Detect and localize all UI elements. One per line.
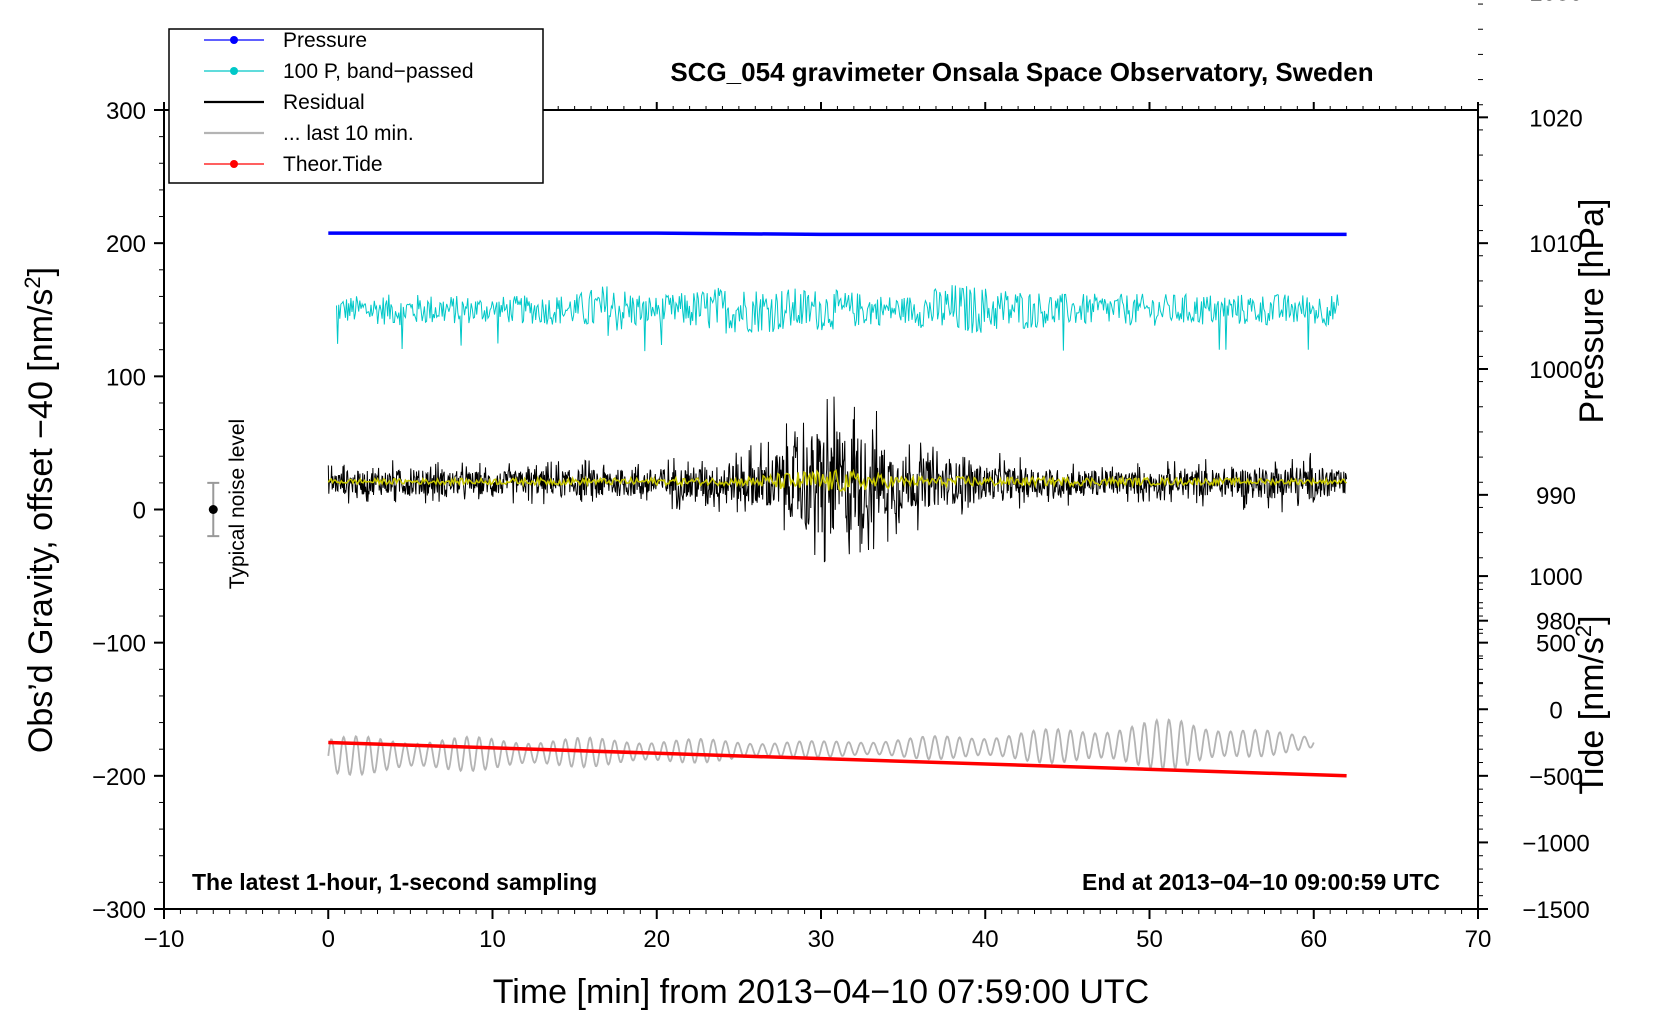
pressure-tick-label: 1010 (1529, 231, 1582, 258)
chart-title: SCG_054 gravimeter Onsala Space Observat… (670, 57, 1373, 87)
tide-tick-label: 500 (1536, 631, 1576, 658)
pressure-tick-label: 990 (1536, 483, 1576, 510)
x-tick-label: 70 (1465, 926, 1492, 953)
tide-tick-label: −500 (1529, 764, 1583, 791)
y-tick-label: −200 (92, 764, 146, 791)
legend-marker (230, 36, 238, 44)
x-tick-label: 30 (808, 926, 835, 953)
pressure-tick-label: 1000 (1529, 357, 1582, 384)
legend-label: ... last 10 min. (283, 122, 414, 145)
legend-marker (230, 160, 238, 168)
x-tick-label: 60 (1300, 926, 1327, 953)
x-tick-label: −10 (144, 926, 185, 953)
legend-label: Residual (283, 91, 365, 114)
pressure-tick-label: 1020 (1529, 105, 1582, 132)
bottom-right-annotation: End at 2013−04−10 09:00:59 UTC (1082, 869, 1440, 895)
y-tick-label: 0 (133, 498, 146, 525)
series-band-passed-pressure (336, 285, 1339, 352)
legend-label: Pressure (283, 29, 367, 52)
y-tick-label: 200 (106, 231, 146, 258)
pressure-tick-label: 1030 (1529, 0, 1582, 6)
legend: Pressure 100 P, band−passed Residual ... la… (168, 28, 544, 184)
series-pressure (328, 231, 1347, 237)
y-axis-label: Obs’d Gravity, offset −40 [nm/s2] (20, 267, 60, 753)
legend-box (168, 28, 544, 184)
y-tick-label: −100 (92, 631, 146, 658)
pressure-tick-label: 980 (1536, 609, 1576, 636)
x-tick-label: 40 (972, 926, 999, 953)
legend-label: 100 P, band−passed (283, 60, 474, 83)
x-tick-label: 0 (322, 926, 335, 953)
tide-tick-label: −1000 (1522, 830, 1589, 857)
pressure-axis-label: Pressure [hPa] (1573, 199, 1611, 424)
x-tick-label: 10 (479, 926, 506, 953)
series-last-10-min (327, 718, 1315, 777)
tide-tick-label: 1000 (1529, 564, 1582, 591)
y-tick-label: 100 (106, 364, 146, 391)
noise-bar-point (208, 505, 218, 514)
y-tick-label: 300 (106, 98, 146, 125)
plot-frame (163, 109, 1479, 910)
tide-tick-label: −1500 (1522, 897, 1589, 924)
y-tick-label: −300 (92, 897, 146, 924)
series-residual-smoothed (327, 468, 1348, 493)
noise-level-label: Typical noise level (226, 419, 249, 589)
x-tick-label: 50 (1136, 926, 1163, 953)
legend-marker (230, 67, 238, 75)
x-tick-label: 20 (643, 926, 670, 953)
series-theoretical-tide (328, 740, 1347, 778)
tide-axis-label: Tide [nm/s2] (1571, 615, 1611, 794)
legend-label: Theor.Tide (283, 153, 383, 176)
tide-tick-label: 0 (1549, 697, 1562, 724)
x-axis-label: Time [min] from 2013−04−10 07:59:00 UTC (493, 973, 1149, 1011)
bottom-left-annotation: The latest 1-hour, 1-second sampling (192, 869, 597, 895)
